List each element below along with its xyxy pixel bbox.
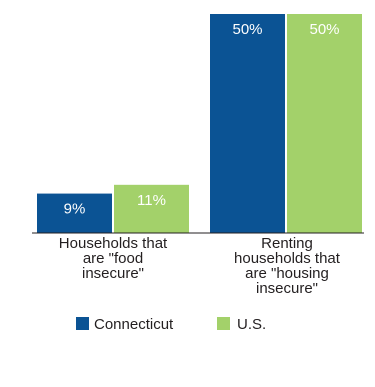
- data-label: 9%: [64, 201, 86, 218]
- bar-us-1: [287, 14, 362, 233]
- category-labels: Households that are "food insecure" Renting…: [59, 235, 341, 297]
- legend-label-connecticut: Connecticut: [94, 316, 174, 333]
- bar-connecticut-1: [210, 14, 285, 233]
- category-label: Households that are "food insecure": [59, 235, 168, 282]
- bars-group: 9% 50% 11% 50%: [37, 14, 362, 233]
- bar-us-0: [114, 184, 189, 233]
- legend-swatch-connecticut: [76, 317, 89, 330]
- data-label: 50%: [309, 21, 339, 38]
- bar-connecticut-0: [37, 193, 112, 233]
- legend-label-us: U.S.: [237, 316, 266, 333]
- legend: Connecticut U.S.: [76, 316, 266, 333]
- legend-swatch-us: [217, 317, 230, 330]
- data-label: 50%: [232, 21, 262, 38]
- category-label: Renting households that are "housing insecu…: [234, 235, 341, 297]
- data-label: 11%: [137, 192, 166, 209]
